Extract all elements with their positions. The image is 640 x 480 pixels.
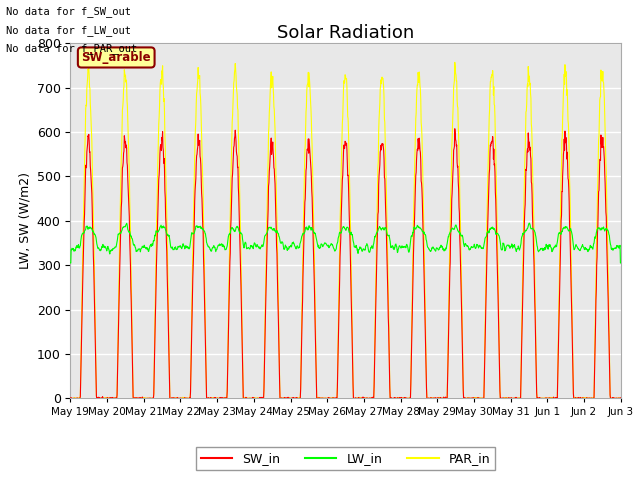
Y-axis label: LW, SW (W/m2): LW, SW (W/m2)	[18, 172, 31, 269]
Text: No data for f_PAR_out: No data for f_PAR_out	[6, 43, 138, 54]
Text: No data for f_SW_out: No data for f_SW_out	[6, 6, 131, 17]
Legend: SW_in, LW_in, PAR_in: SW_in, LW_in, PAR_in	[196, 447, 495, 470]
Title: Solar Radiation: Solar Radiation	[277, 24, 414, 42]
Text: SW_arable: SW_arable	[81, 51, 151, 64]
Text: No data for f_LW_out: No data for f_LW_out	[6, 24, 131, 36]
